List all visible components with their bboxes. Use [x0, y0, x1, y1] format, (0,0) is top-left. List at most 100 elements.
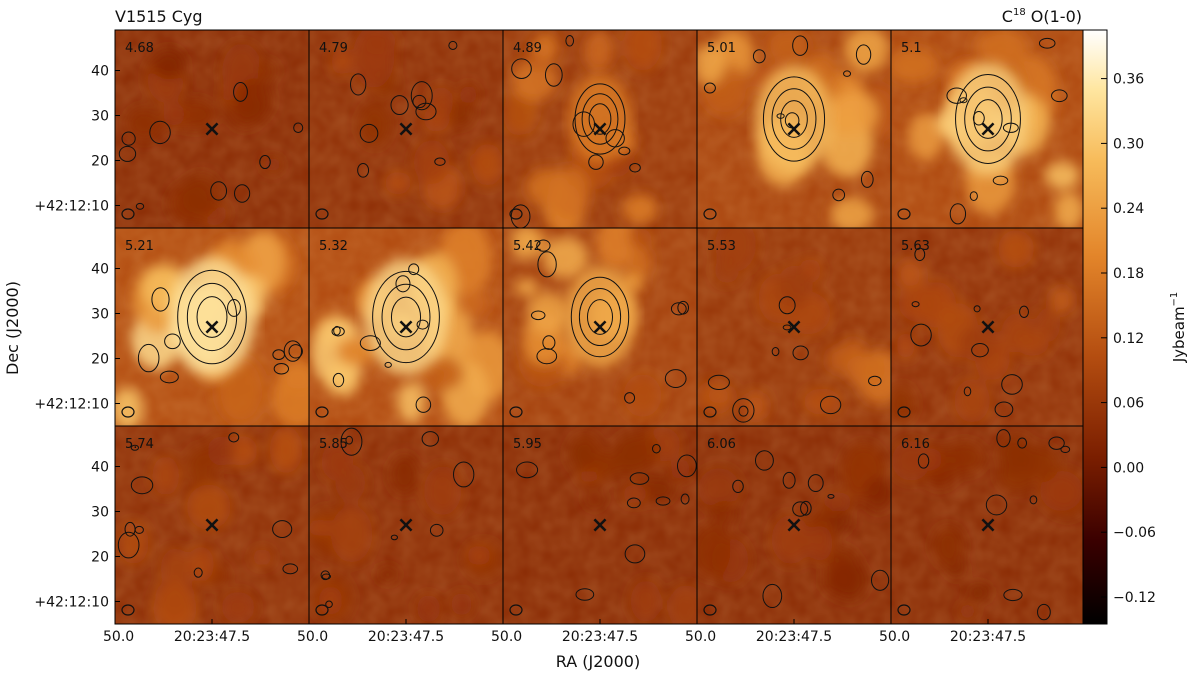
contour — [429, 523, 444, 537]
contour — [177, 269, 247, 365]
emission-blob — [954, 378, 990, 423]
velocity-label: 5.63 — [901, 239, 930, 254]
contour — [771, 347, 780, 357]
contour — [283, 340, 303, 362]
y-tick-label: 20 — [91, 352, 109, 368]
emission-blob — [331, 48, 352, 75]
beam-ellipse — [121, 406, 135, 418]
emission-blobs — [697, 443, 891, 602]
emission-blob — [698, 468, 740, 510]
contour — [390, 95, 409, 116]
contour — [784, 112, 800, 129]
colorbar-tick-label: 0.30 — [1113, 136, 1144, 152]
emission-blob — [467, 545, 491, 566]
beam-ellipse — [703, 406, 717, 418]
contour — [196, 296, 228, 338]
contour — [870, 569, 890, 591]
contour — [416, 319, 429, 330]
emission-blob — [152, 456, 180, 496]
contour — [359, 335, 381, 351]
emission-blob — [1044, 161, 1081, 190]
contour — [955, 74, 1021, 164]
emission-blob — [472, 143, 503, 186]
contour — [973, 99, 1003, 139]
contour — [537, 251, 557, 278]
colorbar-scale — [1082, 29, 1108, 625]
colorbar-tick-label: 0.24 — [1113, 201, 1144, 217]
emission-blob — [623, 374, 662, 417]
beam-ellipse — [315, 604, 329, 616]
contour — [985, 494, 1008, 516]
y-tick-label: 30 — [91, 505, 109, 521]
beam-ellipse — [897, 406, 911, 418]
contour — [410, 81, 433, 111]
contour — [1017, 437, 1028, 449]
velocity-label: 5.95 — [513, 437, 542, 452]
title-line-main: C — [1002, 7, 1013, 26]
emission-blob — [668, 585, 697, 624]
bright-emission — [568, 74, 632, 164]
panel-image — [503, 228, 697, 426]
source-marker-icon: × — [785, 315, 803, 340]
contour — [994, 401, 1014, 418]
contour — [390, 296, 422, 338]
contour — [574, 83, 626, 155]
contour-lines — [137, 269, 303, 384]
contour — [771, 88, 817, 150]
source-marker-icon: × — [203, 513, 221, 538]
contour — [415, 102, 437, 121]
emission-blob — [269, 426, 303, 474]
contour — [581, 93, 619, 145]
emission-blob — [115, 387, 143, 426]
emission-blob — [1053, 192, 1084, 228]
contour — [565, 34, 575, 47]
contour — [1019, 305, 1029, 319]
contour — [193, 567, 203, 578]
contour-lines — [510, 34, 641, 228]
emission-blob — [423, 466, 462, 516]
emission-blob — [173, 99, 216, 130]
contour-lines — [530, 239, 690, 404]
contour — [530, 310, 546, 321]
emission-blob — [396, 382, 426, 423]
emission-blob — [711, 500, 735, 530]
colorbar-tick-label: 0.06 — [1113, 396, 1144, 412]
contour — [664, 369, 687, 389]
contour — [963, 386, 972, 397]
contour — [118, 145, 137, 162]
title-line-rest: O(1-0) — [1026, 7, 1082, 26]
emission-blob — [186, 446, 216, 488]
emission-blob — [896, 332, 915, 359]
x-tick-label: 50.0 — [297, 629, 328, 645]
bright-emission — [754, 65, 834, 173]
emission-blob — [352, 30, 395, 88]
emission-blob — [891, 385, 915, 423]
contour — [676, 454, 697, 478]
contour — [855, 44, 872, 65]
emission-blob — [807, 525, 833, 562]
contour — [453, 461, 475, 488]
contour — [651, 443, 661, 454]
contour — [384, 361, 392, 368]
emission-blob — [998, 230, 1034, 268]
x-tick-label: 20:23:47.5 — [368, 629, 444, 645]
source-marker-icon: × — [979, 513, 997, 538]
contour — [752, 49, 766, 64]
emission-blobs — [697, 228, 891, 420]
contour — [415, 396, 432, 413]
x-tick-label: 20:23:47.5 — [562, 629, 638, 645]
contour — [819, 395, 842, 415]
emission-blob — [697, 524, 731, 578]
contour — [778, 296, 796, 315]
emission-blobs — [126, 43, 282, 226]
title-line-sup: 18 — [1013, 7, 1026, 18]
contour — [333, 325, 341, 336]
emission-blob — [959, 603, 976, 619]
x-tick-label: 20:23:47.5 — [756, 629, 832, 645]
emission-blob — [160, 548, 191, 590]
contour — [282, 563, 299, 575]
contour — [516, 461, 539, 479]
panel-image — [697, 426, 891, 624]
source-marker-icon: × — [203, 315, 221, 340]
emission-blob — [568, 438, 595, 472]
